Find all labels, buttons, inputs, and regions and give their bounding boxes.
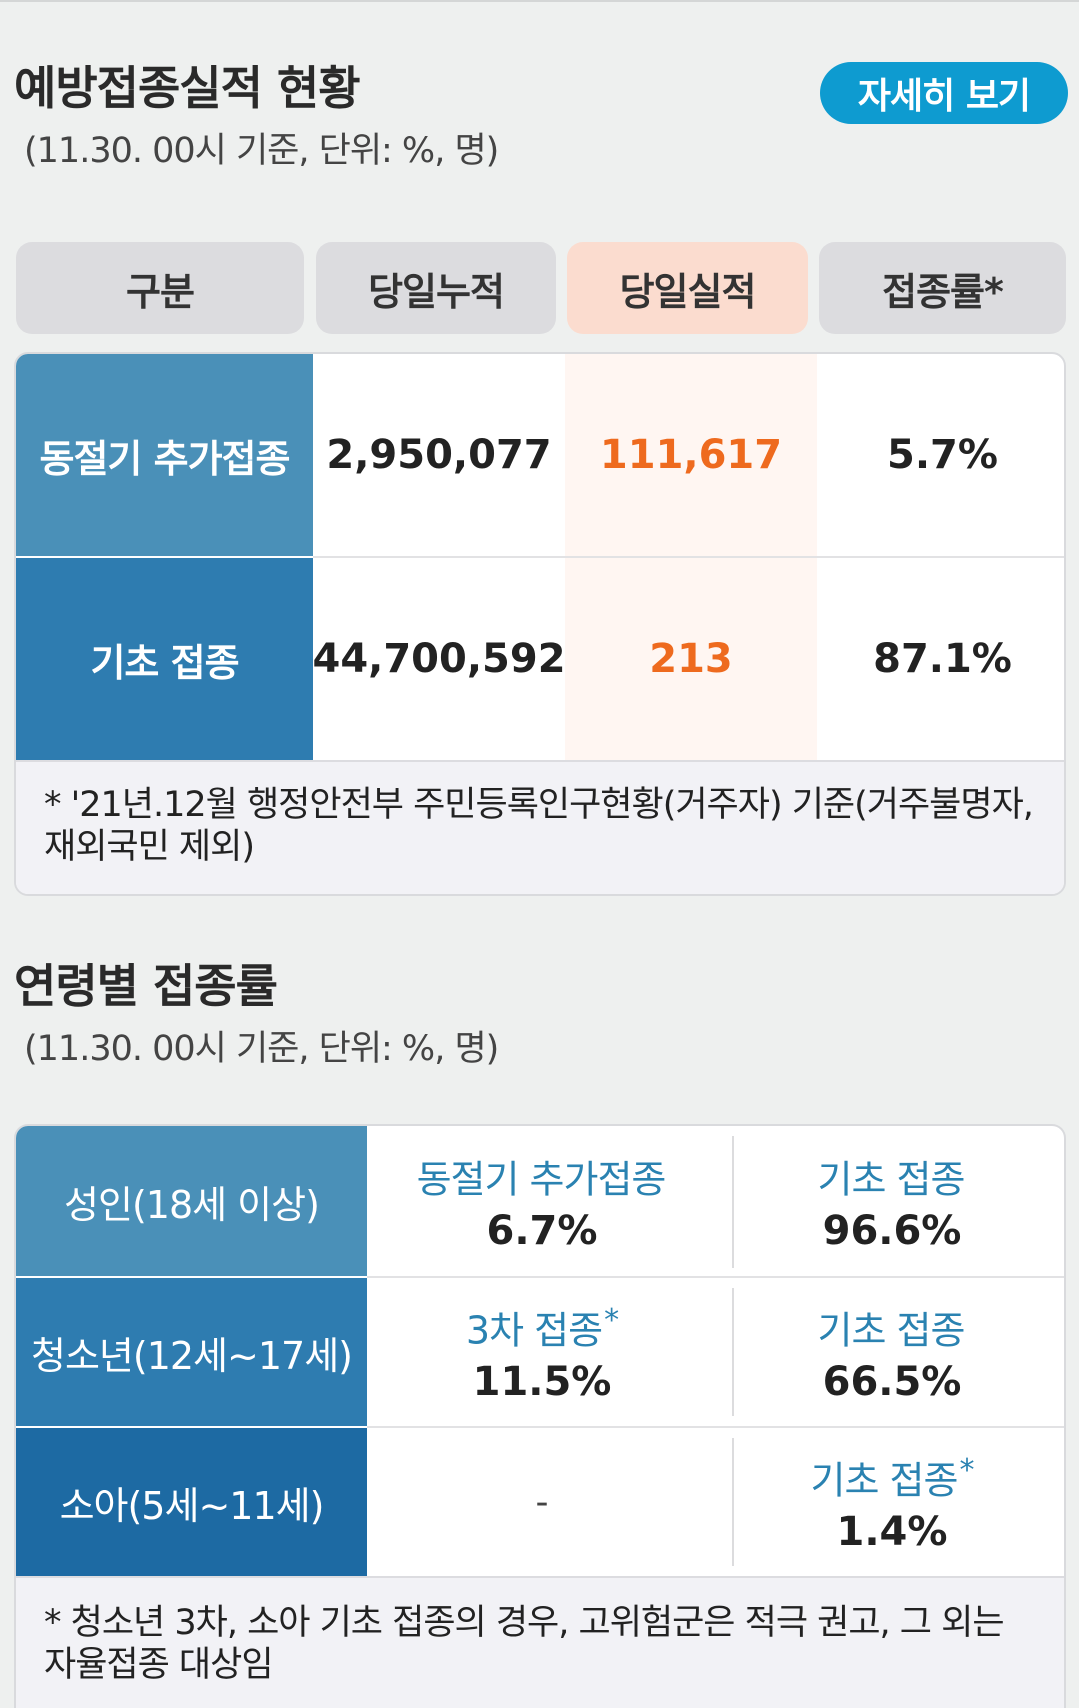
vaccination-status-title: 예방접종실적 현황 bbox=[14, 61, 361, 115]
row-divider bbox=[367, 1276, 1064, 1278]
dose-rate-value: 1.4% bbox=[836, 1508, 948, 1555]
row-label-primary: 기초 접종 bbox=[16, 558, 313, 760]
age-rate-subtitle: (11.30. 00시 기준, 단위: %, 명) bbox=[24, 1029, 499, 1069]
vaccination-status-subtitle: (11.30. 00시 기준, 단위: %, 명) bbox=[24, 131, 499, 171]
age-cell: 3차 접종* 11.5% bbox=[367, 1278, 717, 1426]
age-cell: 기초 접종 66.5% bbox=[717, 1278, 1064, 1426]
age-cell: 동절기 추가접종 6.7% bbox=[367, 1126, 717, 1276]
row-label-adolescent: 청소년(12세~17세) bbox=[16, 1278, 367, 1426]
rate-value: 5.7% bbox=[887, 432, 998, 478]
dose-type-label: 기초 접종* bbox=[810, 1453, 975, 1503]
dose-type-label: 동절기 추가접종 bbox=[416, 1157, 667, 1202]
top-divider bbox=[0, 0, 1079, 2]
column-header-rate: 접종률* bbox=[819, 242, 1066, 334]
row-divider bbox=[313, 556, 1064, 558]
cumulative-value: 44,700,592 bbox=[312, 636, 566, 682]
column-divider bbox=[732, 1136, 734, 1268]
age-cell: 기초 접종 96.6% bbox=[717, 1126, 1064, 1276]
dose-type-label: 기초 접종 bbox=[817, 1308, 966, 1353]
column-header-today: 당일실적 bbox=[567, 242, 808, 334]
age-cell: 기초 접종* 1.4% bbox=[717, 1428, 1064, 1576]
age-rate-title: 연령별 접종률 bbox=[14, 959, 278, 1013]
age-rate-table: 성인(18세 이상) 동절기 추가접종 6.7% 기초 접종 96.6% 청소년… bbox=[14, 1124, 1066, 1708]
column-divider bbox=[732, 1438, 734, 1566]
dose-type-label: 3차 접종* bbox=[465, 1303, 619, 1353]
dose-type-label: 기초 접종 bbox=[817, 1157, 966, 1202]
column-header-cumulative: 당일누적 bbox=[316, 242, 556, 334]
today-value: 111,617 bbox=[565, 354, 817, 556]
table-row: 청소년(12세~17세) 3차 접종* 11.5% 기초 접종 66.5% bbox=[16, 1278, 1064, 1426]
vaccination-status-table: 동절기 추가접종 2,950,077 111,617 5.7% 기초 접종 44… bbox=[14, 352, 1066, 896]
today-value: 213 bbox=[565, 558, 817, 760]
table-row: 기초 접종 44,700,592 213 87.1% bbox=[16, 558, 1064, 760]
age-rate-note: * 청소년 3차, 소아 기초 접종의 경우, 고위험군은 적극 권고, 그 외… bbox=[16, 1576, 1064, 1708]
dose-rate-value: 96.6% bbox=[822, 1207, 962, 1254]
row-label-adult: 성인(18세 이상) bbox=[16, 1126, 367, 1276]
row-label-child: 소아(5세~11세) bbox=[16, 1428, 367, 1576]
rate-value: 87.1% bbox=[873, 636, 1012, 682]
population-note: * '21년.12월 행정안전부 주민등록인구현황(거주자) 기준(거주불명자,… bbox=[16, 760, 1064, 894]
table-row: 소아(5세~11세) - 기초 접종* 1.4% bbox=[16, 1428, 1064, 1576]
column-divider bbox=[732, 1288, 734, 1416]
dose-rate-value: 11.5% bbox=[472, 1358, 612, 1405]
dose-rate-value: 66.5% bbox=[822, 1358, 962, 1405]
row-label-winter-booster: 동절기 추가접종 bbox=[16, 354, 313, 556]
cumulative-value: 2,950,077 bbox=[326, 432, 552, 478]
row-divider bbox=[367, 1426, 1064, 1428]
detail-view-button[interactable]: 자세히 보기 bbox=[820, 62, 1068, 124]
age-cell: - bbox=[367, 1428, 717, 1576]
table-row: 성인(18세 이상) 동절기 추가접종 6.7% 기초 접종 96.6% bbox=[16, 1126, 1064, 1276]
column-header-category: 구분 bbox=[16, 242, 304, 334]
dose-rate-value: - bbox=[535, 1481, 549, 1523]
table-row: 동절기 추가접종 2,950,077 111,617 5.7% bbox=[16, 354, 1064, 556]
dose-rate-value: 6.7% bbox=[486, 1207, 598, 1254]
